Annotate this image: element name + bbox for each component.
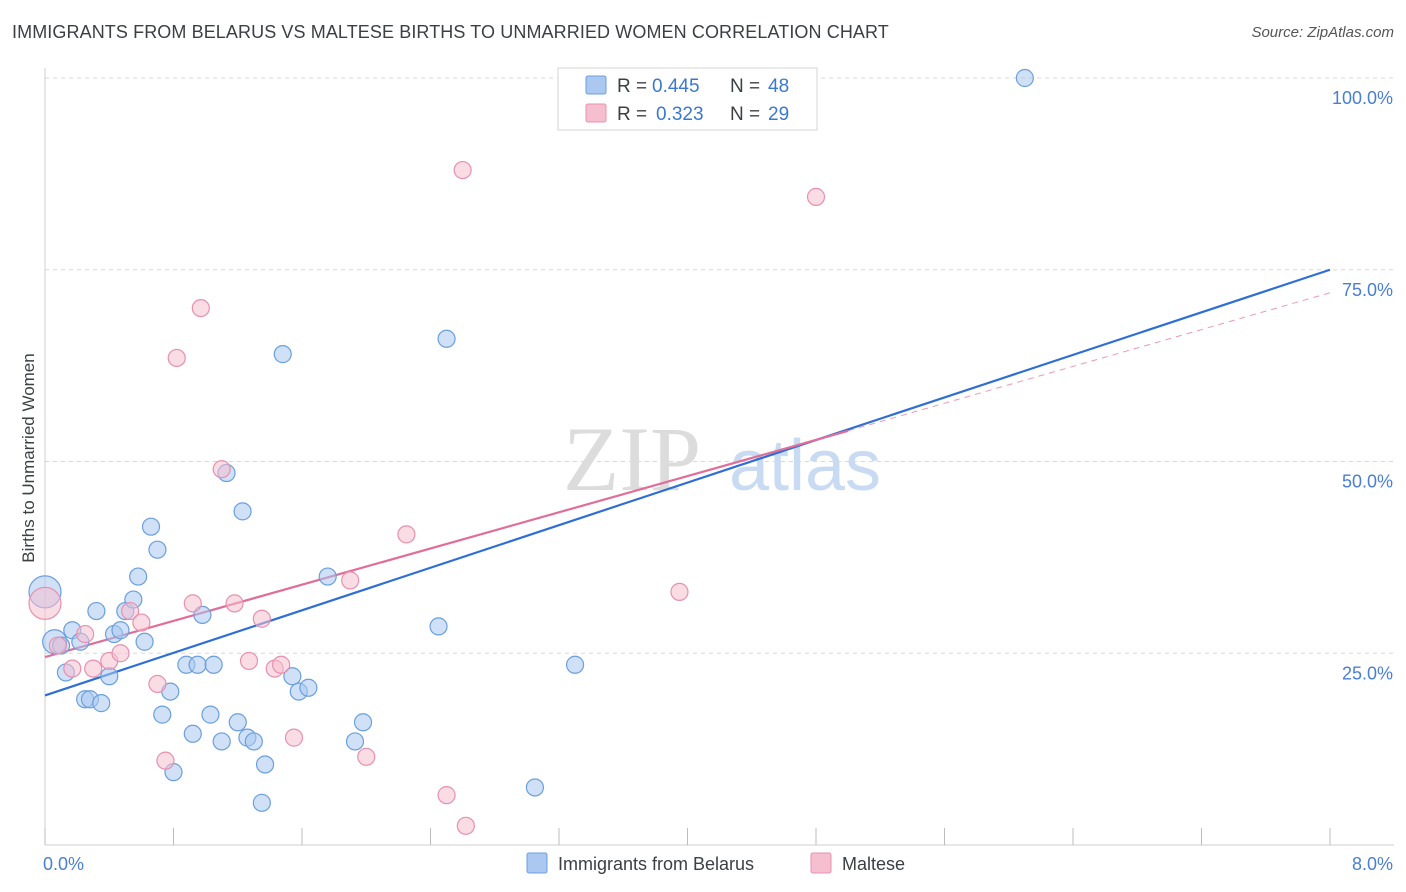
data-point-blue [212, 732, 231, 751]
data-point-pink [453, 160, 472, 180]
data-point-blue [153, 705, 172, 724]
data-point-blue [148, 540, 167, 559]
data-point-blue [318, 567, 337, 586]
y-tick-label-25: 25.0% [1342, 663, 1393, 683]
data-point-pink [437, 786, 456, 805]
data-point-pink [239, 651, 259, 671]
legend: R = 0.445 N = 48 R = 0.323 N = 29 [557, 67, 818, 131]
watermark: ZIP atlas [563, 408, 881, 510]
data-point-blue [100, 667, 119, 686]
data-point-pink [225, 594, 244, 613]
data-point-blue [135, 632, 154, 651]
data-point-pink [183, 594, 202, 613]
data-point-pink [167, 348, 186, 368]
y-axis-title: Births to Unmarried Women [19, 353, 38, 562]
bottom-legend-label-maltese: Maltese [842, 854, 905, 874]
trendline-blue [44, 268, 1331, 697]
data-points [28, 68, 1034, 835]
x-tick-label-1: 8.0% [1352, 854, 1393, 874]
data-point-pink [806, 187, 826, 206]
legend-r-value-1: 0.445 [652, 76, 700, 97]
data-point-blue [437, 329, 456, 348]
data-point-blue [273, 345, 292, 364]
data-point-blue [1015, 68, 1034, 88]
y-tick-label-100: 100.0% [1332, 88, 1393, 108]
y-tick-label-75: 75.0% [1342, 280, 1393, 300]
data-point-blue [252, 793, 271, 812]
data-point-blue [299, 678, 318, 697]
gridlines [45, 77, 1394, 654]
legend-n-label-2: N = [730, 104, 760, 125]
data-point-pink [28, 586, 62, 620]
data-point-pink [156, 751, 175, 770]
data-point-pink [252, 609, 271, 628]
data-point-blue [255, 755, 275, 774]
legend-n-value-1: 48 [768, 76, 789, 97]
watermark-atlas: atlas [729, 426, 881, 506]
bottom-legend: Immigrants from Belarus Maltese [526, 852, 905, 874]
trendline-extension-pink [847, 292, 1331, 432]
legend-swatch-pink [585, 103, 607, 123]
source-credit: Source: ZipAtlas.com [1251, 24, 1394, 41]
data-point-pink [76, 624, 95, 644]
y-tick-label-50: 50.0% [1342, 472, 1393, 492]
axes [44, 68, 1394, 846]
legend-r-value-2: 0.323 [656, 104, 704, 125]
data-point-blue [204, 655, 223, 674]
data-point-pink [284, 728, 304, 747]
data-point-blue [129, 567, 148, 586]
legend-n-label-1: N = [730, 76, 760, 97]
y-tick-labels: 25.0% 50.0% 75.0% 100.0% [1332, 88, 1393, 683]
legend-r-label-2: R = [617, 104, 647, 125]
x-tick-label-0: 0.0% [43, 854, 84, 874]
data-point-pink [84, 659, 103, 678]
watermark-zip: ZIP [563, 408, 701, 510]
data-point-pink [670, 582, 689, 601]
data-point-blue [353, 713, 373, 732]
data-point-pink [63, 659, 82, 678]
data-point-blue [183, 724, 202, 743]
data-point-blue [201, 705, 220, 724]
trendlines [44, 268, 1331, 697]
data-point-blue [565, 655, 585, 674]
data-point-pink [148, 674, 167, 694]
data-point-blue [87, 601, 106, 621]
data-point-blue [188, 655, 207, 674]
data-point-pink [111, 644, 130, 663]
legend-r-label-1: R = [617, 76, 647, 97]
data-point-pink [341, 571, 360, 590]
data-point-pink [191, 299, 210, 318]
data-point-pink [121, 601, 140, 621]
data-point-blue [244, 732, 263, 751]
trendline-pink [44, 429, 849, 659]
bottom-legend-swatch-pink [810, 852, 832, 874]
legend-swatch-blue [585, 75, 607, 95]
data-point-blue [111, 621, 130, 640]
data-point-blue [283, 667, 302, 686]
data-point-blue [92, 694, 111, 713]
data-point-blue [345, 732, 365, 751]
data-point-blue [228, 713, 247, 732]
bottom-legend-label-belarus: Immigrants from Belarus [558, 854, 754, 874]
data-point-blue [525, 778, 545, 797]
legend-n-value-2: 29 [768, 104, 789, 125]
data-point-blue [141, 517, 161, 536]
data-point-blue [429, 617, 448, 636]
chart-title: IMMIGRANTS FROM BELARUS VS MALTESE BIRTH… [12, 22, 889, 42]
data-point-pink [456, 816, 475, 835]
data-point-pink [132, 613, 151, 632]
data-point-pink [272, 655, 291, 674]
x-tick-labels: 0.0% 8.0% [43, 854, 1393, 874]
data-point-pink [48, 636, 67, 655]
data-point-pink [212, 460, 231, 479]
data-point-pink [357, 747, 376, 766]
bottom-legend-swatch-blue [526, 852, 548, 874]
data-point-blue [233, 502, 252, 521]
data-point-pink [397, 525, 416, 544]
